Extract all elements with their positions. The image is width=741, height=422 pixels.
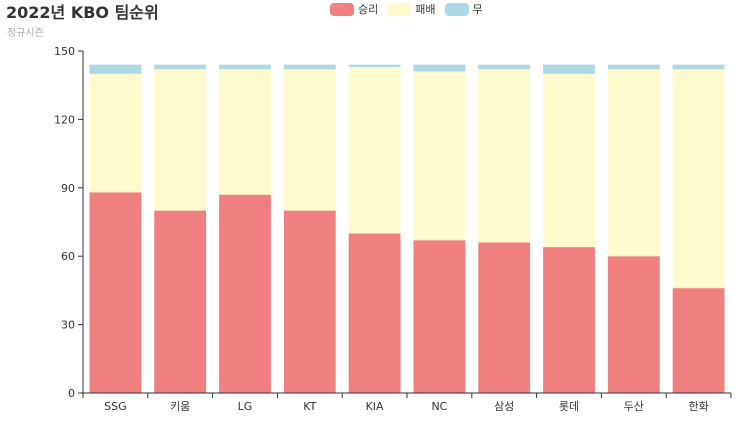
bar-segment[interactable] [89, 64, 142, 74]
bar-segment[interactable] [89, 73, 142, 193]
y-tick-label: 30 [61, 319, 75, 332]
chart-title: 2022년 KBO 팀순위 [6, 3, 159, 22]
bar-segment[interactable] [154, 64, 207, 70]
legend-item-wins[interactable]: 승리 [330, 1, 378, 17]
bar-segment[interactable] [219, 194, 271, 393]
legend-label-draws: 무 [472, 3, 483, 16]
bar-segment[interactable] [478, 242, 531, 393]
bar-segment[interactable] [672, 288, 725, 393]
bar-segment[interactable] [348, 66, 401, 234]
bar-segment[interactable] [283, 64, 336, 70]
legend-swatch-losses [387, 2, 412, 16]
bar-segment[interactable] [607, 69, 660, 257]
x-tick-label: LG [238, 400, 253, 413]
bar-segment[interactable] [413, 71, 466, 241]
x-tick-label: KT [303, 400, 316, 413]
chart-subtitle: 정규시즌 [7, 28, 44, 39]
legend-label-wins: 승리 [358, 3, 379, 16]
bar-segment[interactable] [283, 210, 336, 393]
y-tick-label: 90 [61, 182, 75, 195]
x-tick-label: NC [431, 400, 447, 413]
bar-segment[interactable] [607, 256, 660, 393]
bar-segment[interactable] [543, 247, 595, 393]
x-tick-label: 롯데 [559, 400, 579, 413]
y-tick-label: 120 [54, 113, 75, 126]
x-tick-label: 삼성 [494, 400, 514, 413]
bar-segment[interactable] [543, 64, 595, 74]
bar-segment[interactable] [543, 73, 595, 248]
legend-item-losses[interactable]: 패배 [387, 1, 436, 17]
legend-swatch-wins [330, 2, 354, 16]
legend-label-losses: 패배 [415, 3, 436, 16]
bar-segment[interactable] [283, 69, 336, 211]
x-tick-label: 한화 [688, 400, 708, 413]
bar-segment[interactable] [219, 64, 271, 70]
legend-item-draws[interactable]: 무 [444, 1, 483, 17]
x-tick-label: SSG [104, 400, 127, 413]
x-tick-label: 키움 [170, 400, 190, 413]
bar-segment[interactable] [478, 69, 531, 243]
bar-segment[interactable] [348, 64, 401, 67]
bar-segment[interactable] [607, 64, 660, 70]
y-tick-label: 0 [68, 387, 75, 400]
x-tick-label: KIA [366, 400, 384, 413]
y-tick-label: 150 [54, 45, 75, 58]
bar-segment[interactable] [672, 69, 725, 289]
bar-segment[interactable] [348, 233, 401, 393]
bar-segment[interactable] [413, 64, 466, 72]
y-tick-label: 60 [61, 250, 75, 263]
bar-segment[interactable] [154, 210, 207, 393]
chart-legend: 승리 패배 무 [330, 1, 492, 17]
bar-segment[interactable] [413, 240, 466, 393]
bar-segment[interactable] [219, 69, 271, 195]
bar-segment[interactable] [89, 192, 142, 393]
bar-segment[interactable] [672, 64, 725, 70]
legend-swatch-draws [444, 2, 469, 16]
bar-segment[interactable] [478, 64, 531, 70]
x-tick-label: 두산 [624, 400, 644, 413]
bar-segment[interactable] [154, 69, 207, 211]
